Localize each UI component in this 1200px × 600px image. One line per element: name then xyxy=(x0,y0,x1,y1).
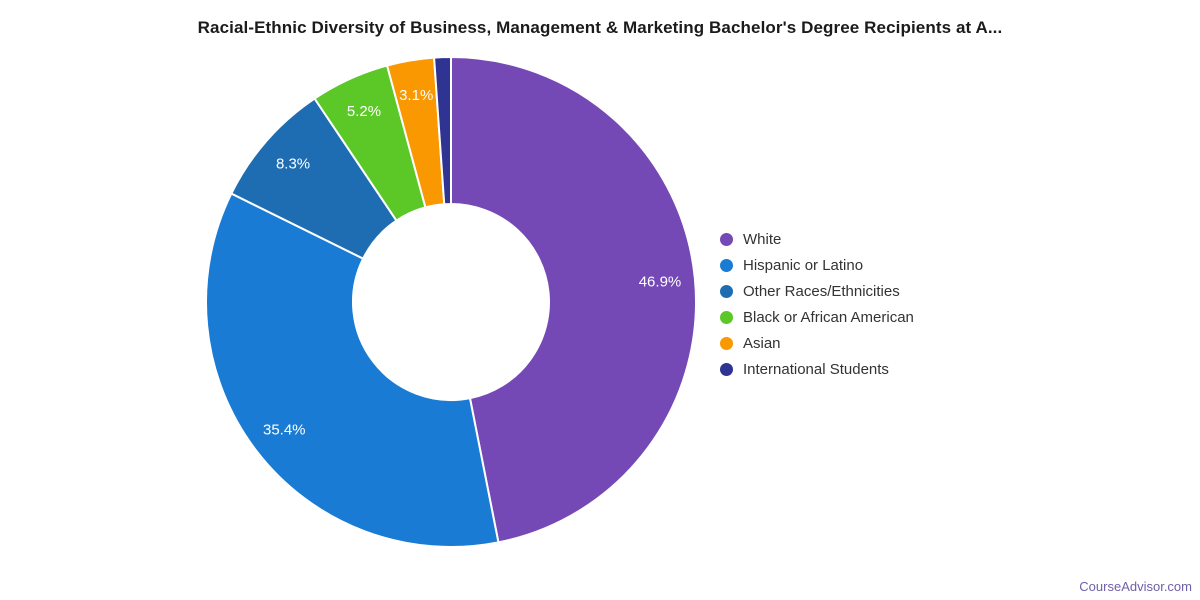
slice-label-black-or-african-american: 5.2% xyxy=(347,103,381,120)
legend: White Hispanic or Latino Other Races/Eth… xyxy=(720,226,914,382)
legend-label: White xyxy=(743,230,782,248)
chart-title: Racial-Ethnic Diversity of Business, Man… xyxy=(197,18,1003,37)
legend-label: Hispanic or Latino xyxy=(743,256,864,274)
legend-label: International Students xyxy=(743,360,889,378)
legend-item-asian: Asian xyxy=(720,330,914,356)
legend-item-hispanic-or-latino: Hispanic or Latino xyxy=(720,252,914,278)
legend-label: Asian xyxy=(743,334,781,352)
legend-label: Black or African American xyxy=(743,308,914,326)
legend-swatch-icon xyxy=(720,310,733,324)
legend-swatch-icon xyxy=(720,258,733,272)
legend-swatch-icon xyxy=(720,362,733,376)
legend-swatch-icon xyxy=(720,336,733,350)
slice-label-hispanic-or-latino: 35.4% xyxy=(263,422,306,439)
pie-slice-hispanic-or-latino xyxy=(205,192,500,548)
legend-item-black-or-african-american: Black or African American xyxy=(720,304,914,330)
pie-slice-white xyxy=(450,55,697,544)
legend-label: Other Races/Ethnicities xyxy=(743,282,900,300)
slice-label-other-races-ethnicities: 8.3% xyxy=(276,156,310,173)
courseadvisor-link[interactable]: CourseAdvisor.com xyxy=(1079,579,1192,594)
legend-item-other-races-ethnicities: Other Races/Ethnicities xyxy=(720,278,914,304)
pie-slice-international-students xyxy=(433,55,452,206)
slice-label-white: 46.9% xyxy=(639,274,682,291)
legend-swatch-icon xyxy=(720,232,733,246)
legend-item-white: White xyxy=(720,226,914,252)
legend-item-international-students: International Students xyxy=(720,356,914,382)
legend-swatch-icon xyxy=(720,284,733,298)
slice-label-asian: 3.1% xyxy=(399,87,433,104)
